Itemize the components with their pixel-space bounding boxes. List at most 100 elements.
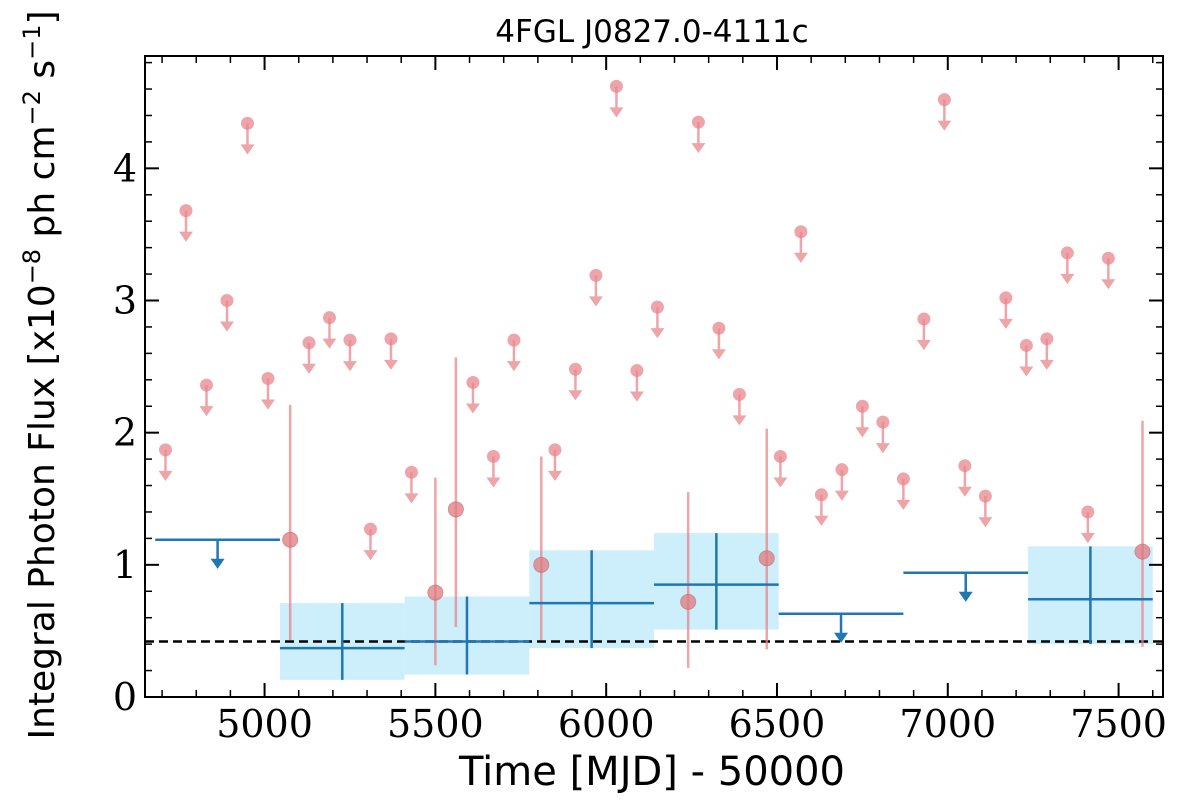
arrow-head	[793, 252, 808, 263]
arrow-head	[210, 558, 225, 569]
upper-limit-point	[937, 93, 952, 131]
y-axis-label-text: s	[22, 60, 63, 90]
upper-limit-marker	[732, 387, 746, 401]
upper-limit-point	[568, 362, 583, 401]
arrow-head	[322, 338, 337, 349]
detection-point	[1134, 420, 1151, 647]
detection-point	[447, 357, 464, 627]
arrow-head	[260, 399, 275, 410]
arrow-head	[301, 363, 316, 374]
arrow-head	[958, 591, 973, 602]
upper-limit-marker	[261, 371, 275, 385]
arrow-head	[875, 443, 890, 454]
upper-limit-marker	[158, 443, 172, 457]
detection-point	[282, 404, 299, 641]
upper-limit-point	[1101, 251, 1116, 290]
binned-detection	[529, 550, 654, 649]
arrow-head	[711, 349, 726, 360]
y-axis-label-text: Integral Photon Flux [x10	[22, 284, 63, 739]
upper-limit-point	[506, 333, 521, 372]
y-tick-label: 4	[113, 146, 137, 190]
arrow-head	[1039, 359, 1054, 370]
upper-limit-marker	[609, 79, 623, 93]
arrow-head	[383, 359, 398, 370]
upper-limit-point	[875, 415, 890, 454]
x-tick-label: 6500	[729, 702, 826, 746]
binned-upper-limit	[903, 571, 1029, 602]
upper-limit-point	[916, 312, 931, 351]
upper-limit-point	[732, 387, 747, 426]
upper-limit-marker	[712, 321, 726, 335]
y-tick-label: 3	[113, 279, 137, 323]
upper-limit-marker	[773, 449, 787, 463]
y-tick-label: 2	[113, 411, 137, 455]
upper-limit-point	[158, 443, 173, 481]
y-axis-label-superscript: −2	[18, 90, 46, 125]
arrow-head	[199, 406, 214, 417]
upper-limit-point	[199, 378, 214, 417]
detection-marker	[427, 584, 444, 601]
arrow-head	[568, 390, 583, 401]
upper-limit-marker	[896, 472, 910, 486]
upper-limit-point	[711, 321, 726, 360]
arrow-head	[957, 486, 972, 497]
upper-limit-point	[547, 443, 562, 481]
arrow-head	[773, 477, 788, 488]
upper-limit-point	[383, 332, 398, 370]
plot-frame	[144, 55, 1164, 698]
upper-limit-point	[465, 375, 480, 414]
upper-limit-marker	[794, 225, 808, 239]
upper-limit-marker	[466, 375, 480, 389]
upper-limit-marker	[1040, 332, 1054, 346]
upper-limit-point	[793, 225, 808, 263]
arrow-head	[814, 515, 829, 526]
detection-point	[533, 456, 550, 641]
upper-limit-point	[1019, 338, 1034, 377]
x-tick-label: 7000	[899, 702, 996, 746]
binned-upper-limit	[778, 612, 904, 643]
binned-detection	[279, 603, 405, 680]
upper-limit-point	[609, 79, 624, 118]
detection-marker	[447, 501, 464, 518]
upper-limit-marker	[876, 415, 890, 429]
upper-limit-point	[1039, 332, 1054, 370]
arrow-head	[219, 321, 234, 332]
arrow-head	[855, 427, 870, 438]
arrow-head	[547, 470, 562, 481]
upper-limit-point	[404, 465, 419, 504]
detection-marker	[282, 531, 299, 548]
x-tick-label: 6000	[558, 702, 655, 746]
upper-limit-point	[363, 522, 378, 561]
arrow-head	[363, 550, 378, 561]
upper-limit-marker	[240, 116, 254, 130]
binned-ul-arrow	[834, 613, 849, 643]
arrow-head	[629, 391, 644, 402]
upper-limit-marker	[855, 399, 869, 413]
axes-frame	[144, 55, 1164, 698]
x-tick-label: 7500	[1070, 702, 1167, 746]
arrow-head	[650, 328, 665, 339]
upper-limit-marker	[507, 333, 521, 347]
upper-limit-point	[322, 311, 337, 349]
detection-marker	[1134, 543, 1151, 560]
x-axis-label: Time [MJD] - 50000	[458, 749, 845, 795]
y-tick-label: 1	[113, 543, 137, 587]
axis-ticks: 5000 5500 6000 6500 7000 7500 0 1 2 3 4	[113, 56, 1167, 746]
arrow-head	[609, 107, 624, 118]
arrow-head	[691, 143, 706, 154]
x-tick-label: 5000	[216, 702, 313, 746]
upper-limit-marker	[404, 465, 418, 479]
upper-limit-marker	[650, 300, 664, 314]
binned-detection	[1028, 546, 1153, 645]
arrow-head	[998, 318, 1013, 329]
upper-limit-marker	[1101, 251, 1115, 265]
arrow-head	[178, 231, 193, 242]
arrow-head	[937, 120, 952, 131]
arrow-head	[1060, 273, 1075, 285]
upper-limit-marker	[548, 443, 562, 457]
detection-marker	[533, 556, 550, 573]
upper-limit-marker	[917, 312, 931, 326]
binned-upper-limit	[155, 538, 280, 569]
upper-limit-point	[1060, 246, 1075, 285]
